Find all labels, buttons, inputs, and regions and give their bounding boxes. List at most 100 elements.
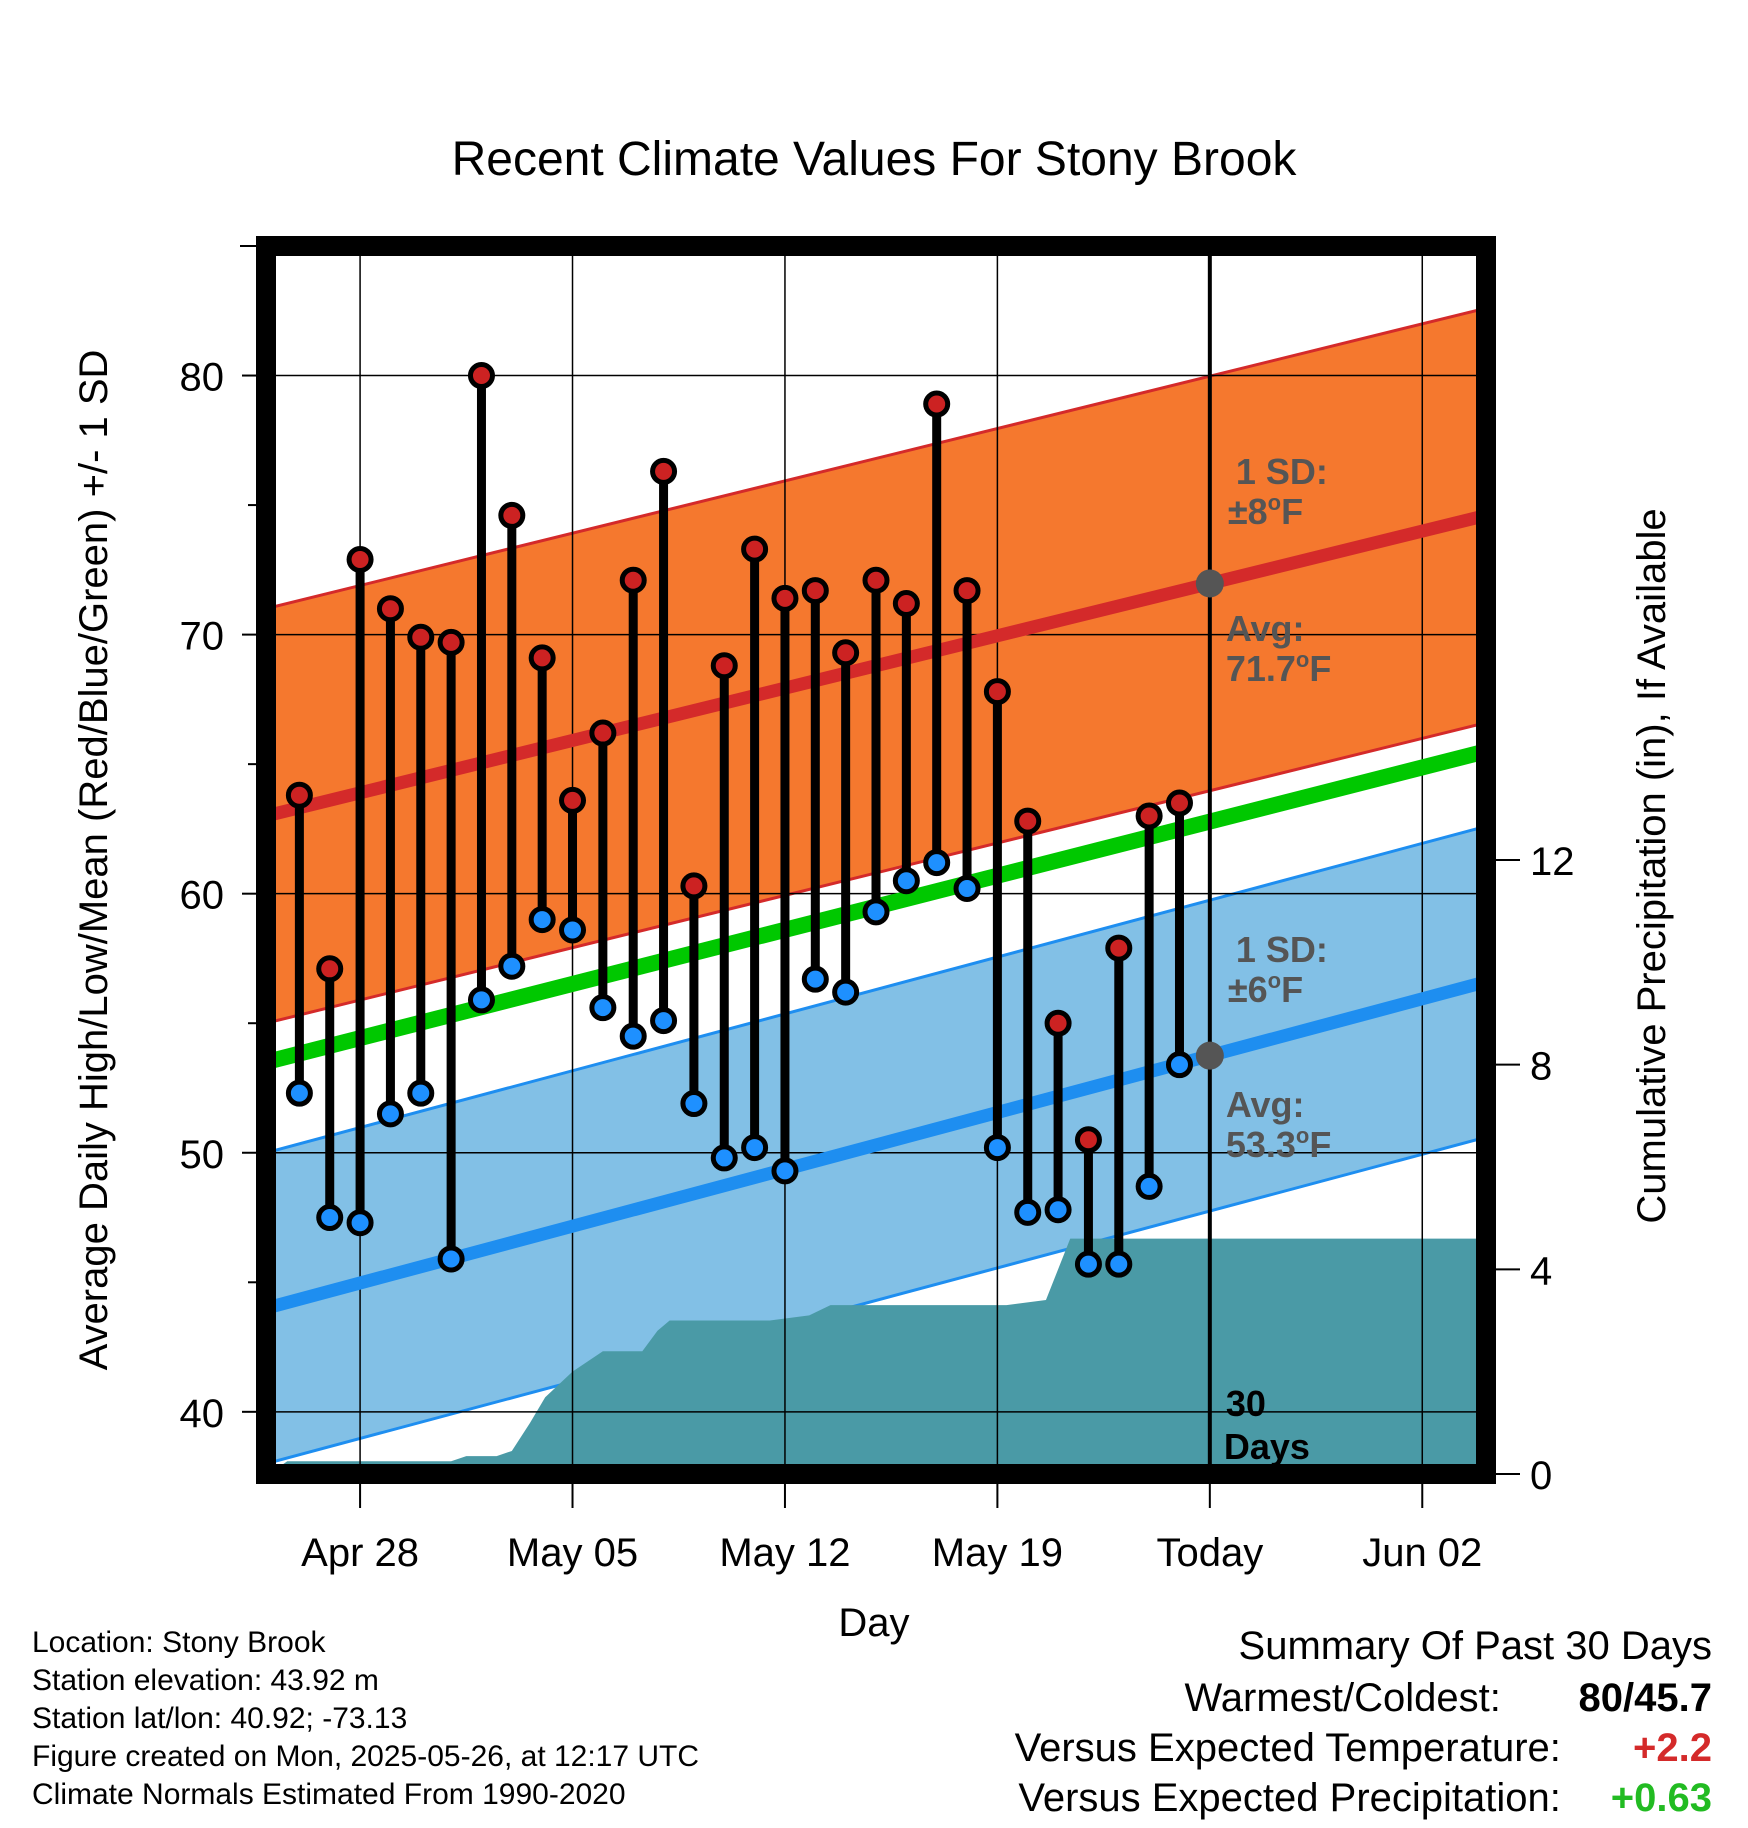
daily-range-stems: [285, 362, 1193, 1278]
low-temp-point: [316, 1204, 344, 1232]
normal-low-line: [266, 975, 1486, 1315]
low-avg-value-number: 53.3: [1226, 1124, 1296, 1165]
high-temp-point: [710, 652, 738, 680]
normals-text: Climate Normals Estimated From 1990-2020: [32, 1778, 626, 1811]
today-high-avg-dot: [1195, 569, 1224, 598]
window-days-label: Days: [1224, 1426, 1310, 1467]
high-avg-value-number: 71.7: [1226, 648, 1296, 689]
high-temp-point: [953, 577, 981, 605]
low-temp-point: [619, 1022, 647, 1050]
high-avg-label: Avg:: [1226, 608, 1305, 649]
high-temp-point: [923, 390, 951, 418]
location-text: Location: Stony Brook: [32, 1626, 326, 1659]
temp-value: +2.2: [1633, 1726, 1712, 1770]
high-temp-point: [741, 535, 769, 563]
y-tick-label: 40: [180, 1392, 225, 1436]
high-temp-point: [498, 501, 526, 529]
low-temp-point: [923, 849, 951, 877]
precip-value: +0.63: [1610, 1776, 1712, 1820]
x-axis-label: Day: [838, 1601, 909, 1645]
high-temp-point: [1135, 802, 1163, 830]
summary-precip-row: Versus Expected Precipitation: +0.63: [1018, 1776, 1712, 1821]
y-tick-label: 70: [180, 615, 225, 659]
low-temp-point: [1135, 1172, 1163, 1200]
y2-tick-label: 0: [1530, 1454, 1552, 1498]
high-sd-label: 1 SD:: [1236, 451, 1328, 492]
low-sd-value-degree: o: [1268, 968, 1281, 993]
high-temp-point: [316, 955, 344, 983]
high-temp-point: [467, 362, 495, 390]
low-temp-point: [771, 1157, 799, 1185]
x-tick-label: May 12: [719, 1531, 850, 1575]
low-temp-point: [650, 1007, 678, 1035]
high-temp-point: [589, 719, 617, 747]
station-info: Location: Stony Brook Station elevation:…: [32, 1624, 699, 1814]
high-temp-point: [1105, 934, 1133, 962]
low-temp-point: [346, 1209, 374, 1237]
high-temp-point: [559, 786, 587, 814]
high-avg-value-unit: F: [1309, 648, 1331, 689]
high-sd-value-number: ±8: [1228, 491, 1268, 532]
high-temp-point: [437, 628, 465, 656]
high-avg-value: 71.7oF: [1226, 647, 1332, 689]
x-tick-label: Today: [1156, 1531, 1263, 1575]
low-sd-value-number: ±6: [1228, 969, 1268, 1010]
low-temp-point: [559, 916, 587, 944]
warmest-label: Warmest/Coldest:: [1184, 1676, 1501, 1720]
latlon-text: Station lat/lon: 40.92; -73.13: [32, 1702, 408, 1735]
low-temp-point: [862, 898, 890, 926]
y2-tick-label: 8: [1530, 1045, 1552, 1089]
warmest-value: 80/45.7: [1578, 1676, 1712, 1720]
chart-title: Recent Climate Values For Stony Brook: [452, 133, 1298, 186]
low-sd-value-unit: F: [1281, 969, 1303, 1010]
x-tick-label: May 19: [932, 1531, 1063, 1575]
low-temp-point: [467, 986, 495, 1014]
window-days-number: 30: [1226, 1383, 1266, 1424]
low-temp-point: [498, 952, 526, 980]
today-marker: [1195, 246, 1224, 1474]
low-temp-point: [710, 1144, 738, 1172]
low-temp-point: [528, 906, 556, 934]
precip-cumulative-area: [269, 1238, 1486, 1474]
low-temp-point: [285, 1079, 313, 1107]
high-temp-point: [983, 678, 1011, 706]
high-temp-point: [528, 644, 556, 672]
y2-tick-label: 4: [1530, 1249, 1552, 1293]
low-temp-point: [801, 965, 829, 993]
low-temp-point: [983, 1134, 1011, 1162]
temp-label: Versus Expected Temperature:: [1014, 1726, 1561, 1770]
precip-label: Versus Expected Precipitation:: [1018, 1776, 1561, 1820]
high-temp-point: [680, 872, 708, 900]
high-temp-point: [650, 457, 678, 485]
high-band-upper-edge: [266, 306, 1486, 611]
high-temp-point: [1014, 807, 1042, 835]
low-sd-label: 1 SD:: [1236, 929, 1328, 970]
y-tick-label: 80: [180, 356, 225, 400]
low-band-upper-edge: [266, 824, 1486, 1155]
high-temp-point: [407, 623, 435, 651]
low-temp-point: [892, 867, 920, 895]
low-temp-point: [953, 874, 981, 902]
high-temp-point: [771, 584, 799, 612]
low-temp-point: [1014, 1198, 1042, 1226]
low-temp-point: [1105, 1250, 1133, 1278]
high-sd-value: ±8oF: [1228, 490, 1303, 532]
low-temp-point: [437, 1245, 465, 1273]
low-temp-point: [1044, 1196, 1072, 1224]
y2-tick-label: 12: [1530, 840, 1575, 884]
low-sd-value: ±6oF: [1228, 968, 1303, 1010]
high-temp-point: [346, 545, 374, 573]
elevation-text: Station elevation: 43.92 m: [32, 1664, 379, 1697]
low-avg-value-unit: F: [1309, 1124, 1331, 1165]
high-temp-point: [801, 577, 829, 605]
low-temp-point: [1074, 1250, 1102, 1278]
high-temp-point: [1165, 789, 1193, 817]
summary-warmest-row: Warmest/Coldest: 80/45.7: [1185, 1676, 1713, 1721]
high-avg-value-degree: o: [1296, 647, 1309, 672]
high-temp-point: [1044, 1009, 1072, 1037]
axes: 40 50 60 70 80 0 4 8 12 Apr 28 May 05 May 12 May 19 T…: [180, 245, 1575, 1575]
low-temp-point: [376, 1100, 404, 1128]
y-tick-label: 60: [180, 874, 225, 918]
summary-title: Summary Of Past 30 Days: [1238, 1624, 1712, 1668]
